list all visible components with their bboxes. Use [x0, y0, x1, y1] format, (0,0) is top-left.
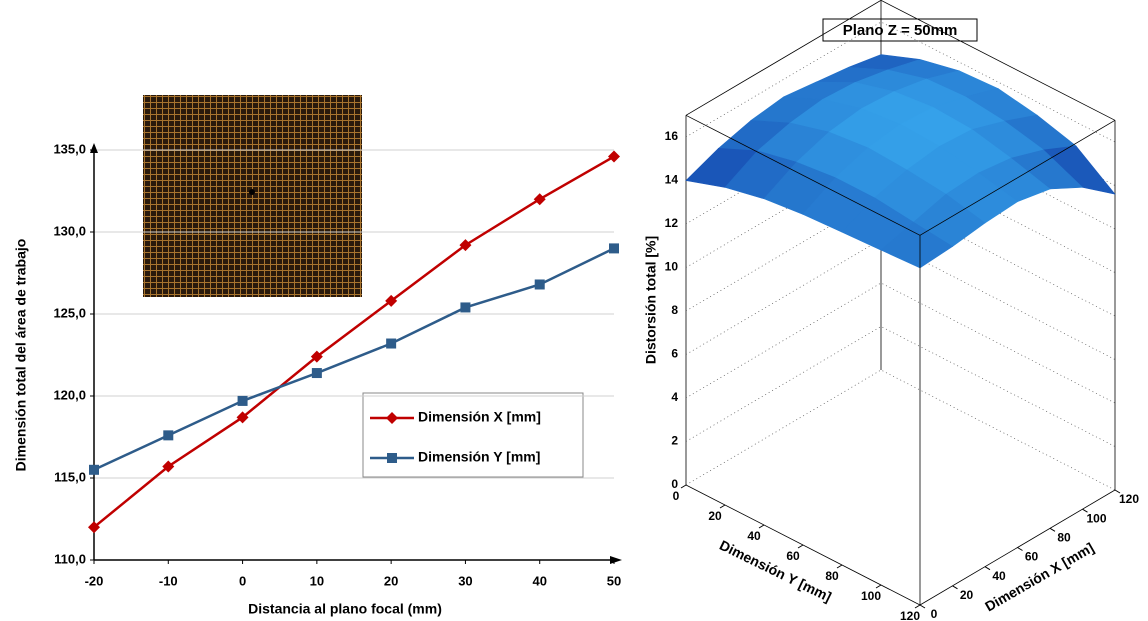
- box-edge: [685, 0, 882, 116]
- inset-photo: [143, 95, 362, 297]
- z-tick-label: 16: [665, 129, 679, 143]
- y-tick-label: 130,0: [53, 223, 86, 238]
- grid-line: [685, 369, 1116, 491]
- x-tick: [952, 585, 958, 590]
- y-axis-title: Dimensión Y [mm]: [717, 537, 834, 605]
- marker: [237, 395, 248, 406]
- marker: [163, 430, 174, 441]
- line-chart: Distancia al plano focal (mm) Dimensión …: [13, 141, 622, 617]
- chart-title: Plano Z = 50mm: [843, 22, 958, 39]
- y-tick-label: 120,0: [53, 387, 86, 402]
- y-tick: [680, 484, 687, 489]
- z-tick-label: 8: [671, 303, 678, 317]
- marker: [533, 193, 546, 206]
- marker: [311, 368, 322, 379]
- y-tick-label: 0: [673, 489, 680, 503]
- z-tick-label: 6: [671, 347, 678, 361]
- x-tick-label: 40: [992, 569, 1006, 583]
- y-tick-label: 100: [861, 589, 881, 603]
- z-axis-title: Distorsión total [%]: [643, 236, 659, 364]
- marker: [88, 521, 100, 534]
- z-tick-label: 12: [665, 216, 679, 230]
- x-axis-title: Distancia al plano focal (mm): [248, 601, 442, 617]
- y-tick: [875, 584, 882, 589]
- x-tick-label: 100: [1086, 511, 1106, 525]
- x-tick-label: 120: [1119, 492, 1139, 506]
- grid-line: [685, 326, 1116, 447]
- y-tick-label: 60: [786, 549, 800, 563]
- z-tick-label: 10: [665, 260, 679, 274]
- y-tick-label: 120: [900, 609, 920, 621]
- x-tick: [1049, 527, 1056, 532]
- x-tick: [1017, 547, 1023, 551]
- marker: [386, 338, 397, 349]
- y-tick-label: 135,0: [53, 141, 86, 156]
- marker: [310, 350, 323, 363]
- x-axis-arrow: [610, 556, 622, 564]
- x-tick-label: 0: [239, 573, 246, 588]
- marker: [609, 243, 619, 254]
- z-tick-label: 0: [671, 477, 678, 491]
- x-tick-label: 30: [458, 573, 472, 588]
- z-tick-label: 14: [665, 173, 679, 187]
- marker: [89, 464, 99, 475]
- box-edge: [880, 0, 1116, 121]
- marker: [608, 150, 620, 163]
- x-tick: [919, 604, 926, 609]
- z-tick-label: 2: [671, 434, 678, 448]
- y-tick-label: 80: [825, 569, 839, 583]
- y-tick: [719, 504, 726, 509]
- y-tick: [836, 564, 843, 569]
- marker: [459, 239, 472, 252]
- marker: [236, 411, 249, 424]
- surface-chart: Plano Z = 50mm Distorsión total [%] Dime…: [643, 0, 1139, 621]
- legend-label: Dimensión X [mm]: [418, 409, 541, 425]
- grid-line: [685, 282, 1116, 404]
- x-tick-label: 20: [384, 573, 398, 588]
- legend: [362, 392, 584, 478]
- y-tick: [758, 524, 765, 529]
- x-tick-label: 20: [960, 588, 974, 602]
- legend-label: Dimensión Y [mm]: [418, 449, 540, 465]
- y-tick-label: 115,0: [54, 469, 86, 484]
- x-tick: [1114, 489, 1121, 494]
- box-edge: [919, 119, 1116, 236]
- marker: [162, 460, 175, 473]
- series-line: [93, 247, 615, 471]
- x-tick-label: 80: [1057, 531, 1071, 545]
- x-tick-label: 10: [310, 573, 324, 588]
- x-tick-label: -10: [159, 573, 178, 588]
- y-tick-label: 40: [747, 529, 761, 543]
- x-tick-label: 50: [607, 573, 621, 588]
- x-tick-label: -20: [85, 573, 104, 588]
- surface-patch: [880, 221, 954, 269]
- y-tick-label: 110,0: [54, 551, 86, 566]
- marker: [385, 294, 398, 307]
- z-tick-label: 4: [671, 390, 678, 404]
- y-tick: [797, 544, 804, 549]
- legend-marker: [386, 412, 398, 424]
- title-box: [822, 18, 978, 42]
- y-tick-label: 20: [708, 509, 722, 523]
- x-tick: [984, 566, 991, 571]
- y-axis-arrow: [90, 143, 98, 153]
- y-tick: [914, 604, 921, 609]
- series-line: [93, 155, 615, 529]
- x-tick-label: 40: [532, 573, 546, 588]
- y-axis-title: Dimensión total del área de trabajo: [13, 239, 29, 472]
- marker: [534, 279, 545, 290]
- x-tick-label: 0: [931, 607, 938, 621]
- x-tick-label: 60: [1025, 550, 1039, 564]
- x-tick: [1082, 508, 1088, 513]
- box-edge: [685, 114, 921, 236]
- y-tick-label: 125,0: [53, 305, 86, 320]
- marker: [460, 302, 471, 313]
- legend-marker: [387, 453, 397, 463]
